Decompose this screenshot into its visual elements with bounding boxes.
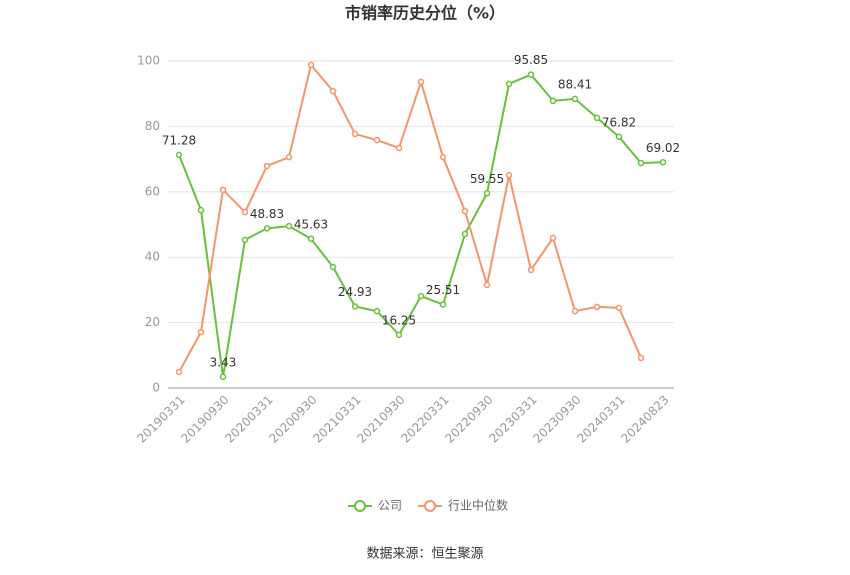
point: [637, 159, 645, 167]
y-tick-label: 0: [152, 381, 160, 395]
y-tick-label: 20: [145, 315, 160, 329]
legend-label: 行业中位数: [448, 498, 508, 513]
point: [351, 303, 359, 310]
data-label: 48.83: [250, 207, 284, 221]
point: [417, 292, 425, 300]
series-line: [178, 73, 664, 377]
source-note: 数据来源：恒生聚源: [366, 547, 483, 562]
point: [527, 71, 535, 78]
point: [373, 136, 381, 144]
legend-marker: [354, 500, 366, 512]
point: [593, 114, 601, 122]
point: [593, 303, 601, 311]
point: [395, 144, 403, 152]
point: [549, 234, 557, 242]
point: [571, 95, 579, 103]
data-label: 3.43: [210, 355, 237, 369]
point: [439, 153, 447, 161]
point: [571, 307, 579, 315]
point: [637, 354, 645, 362]
point: [615, 133, 623, 141]
point: [505, 80, 513, 88]
data-label: 59.55: [470, 172, 504, 186]
point: [175, 368, 183, 376]
point: [439, 301, 447, 308]
data-label: 16.25: [382, 313, 416, 327]
data-label: 95.85: [514, 53, 548, 67]
point: [417, 78, 425, 86]
y-tick-label: 40: [145, 250, 160, 264]
point: [263, 225, 271, 232]
point: [241, 236, 249, 244]
data-label: 69.02: [646, 141, 680, 155]
y-tick-label: 80: [145, 119, 160, 133]
point: [197, 206, 205, 214]
point: [461, 207, 469, 215]
point: [483, 190, 491, 197]
point: [307, 235, 315, 243]
point: [373, 307, 381, 315]
data-label: 88.41: [558, 77, 592, 91]
data-label: 24.93: [338, 285, 372, 299]
point: [527, 266, 535, 274]
y-tick-label: 60: [145, 184, 160, 198]
data-label: 45.63: [294, 217, 328, 231]
point: [461, 230, 469, 238]
x-tick-label: 20240823: [619, 393, 672, 446]
point: [219, 373, 227, 381]
point: [329, 263, 337, 271]
point: [263, 162, 271, 170]
y-tick-label: 100: [137, 54, 160, 68]
point: [351, 130, 359, 138]
chart-title: 市销率历史分位（%）: [345, 4, 505, 23]
legend-marker: [424, 500, 437, 512]
point: [307, 61, 315, 69]
point: [615, 304, 623, 312]
point: [483, 281, 491, 289]
point: [395, 331, 403, 339]
point: [549, 97, 557, 105]
point: [505, 171, 513, 179]
point: [241, 208, 249, 216]
point: [175, 151, 183, 159]
data-label: 76.82: [602, 115, 636, 129]
legend-label: 公司: [378, 499, 402, 513]
series-line: [178, 62, 642, 373]
point: [329, 87, 337, 95]
point: [659, 159, 667, 166]
point: [219, 186, 227, 194]
point: [285, 153, 293, 161]
data-label: 71.28: [162, 133, 196, 147]
point: [197, 328, 205, 336]
data-label: 25.51: [426, 283, 460, 297]
point: [285, 222, 293, 230]
